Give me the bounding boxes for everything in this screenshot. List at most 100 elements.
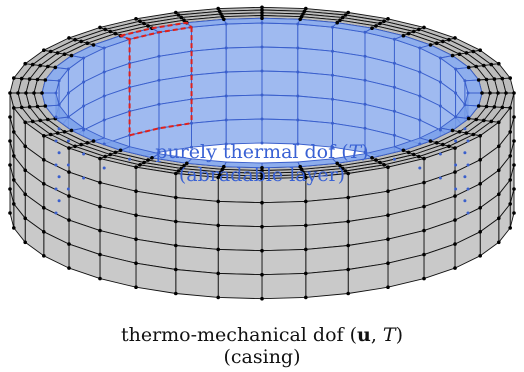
casing-node (484, 77, 489, 82)
casing-node (8, 91, 12, 95)
casing-node (335, 20, 340, 25)
abradable-node (363, 78, 367, 82)
abradable-node (296, 46, 300, 50)
abradable-inner-face (225, 94, 263, 121)
abradable-node (392, 157, 396, 161)
casing-node (113, 31, 118, 36)
casing-node (98, 252, 102, 257)
abradable-inner-face (297, 95, 333, 124)
abradable-node (54, 187, 58, 191)
casing-node (67, 36, 71, 40)
casing-node (428, 139, 433, 143)
casing-node (453, 242, 457, 246)
abradable-label-line1: purely thermal dof (T) (155, 141, 368, 163)
abradable-node (54, 91, 58, 95)
casing-node (138, 19, 142, 24)
abradable-top-face (41, 79, 60, 94)
casing-node (32, 91, 36, 95)
casing-node (497, 216, 501, 221)
casing-node (23, 120, 28, 125)
casing-node (12, 76, 16, 80)
abradable-node (66, 163, 70, 167)
casing-node (98, 156, 102, 161)
casing-node (8, 139, 12, 143)
casing-node (98, 180, 102, 185)
abradable-node (466, 139, 470, 143)
abradable-node (331, 73, 334, 77)
casing-outer-face (305, 245, 349, 274)
abradable-node (260, 21, 264, 25)
casing-node (79, 39, 83, 44)
casing-node (260, 248, 264, 253)
casing-node (103, 154, 107, 159)
casing-outer-face (175, 221, 219, 250)
abradable-inner-face (191, 95, 227, 124)
casing-node (453, 146, 457, 150)
abradable-node (57, 103, 61, 107)
casing-node (134, 285, 138, 290)
casing-node (346, 291, 351, 296)
casing-node (497, 144, 501, 149)
abradable-node (438, 128, 442, 132)
casing-node (73, 144, 77, 149)
abradable-node (260, 45, 264, 49)
casing-node (378, 160, 382, 165)
casing-node (422, 25, 426, 30)
abradable-node (66, 91, 70, 95)
casing-node (478, 48, 483, 52)
casing-node (492, 105, 497, 109)
abradable-label-line2: (abradable layer) (179, 164, 345, 186)
casing-node (134, 189, 138, 193)
casing-node (30, 119, 35, 124)
abradable-node (438, 80, 442, 84)
abradable-node (224, 22, 228, 26)
casing-node (338, 164, 342, 168)
casing-node (216, 247, 220, 252)
casing-node (346, 219, 351, 224)
abradable-node (102, 70, 106, 74)
casing-node (12, 106, 16, 110)
casing-node (508, 76, 512, 80)
casing-node (42, 134, 46, 138)
casing-outer-face (217, 200, 263, 228)
casing-node (23, 240, 28, 245)
casing-node (85, 141, 90, 145)
casing-node (260, 200, 264, 205)
abradable-node (331, 25, 334, 29)
casing-node (386, 213, 390, 217)
casing-node (8, 163, 12, 167)
casing-node (504, 91, 508, 95)
abradable-top-face (464, 79, 483, 94)
abradable-inner-face (261, 22, 299, 49)
casing-node (216, 271, 220, 276)
casing-node (417, 27, 421, 32)
abradable-node (57, 199, 61, 203)
highlight-bottom-edge (129, 122, 192, 137)
abradable-top-face (261, 17, 301, 25)
casing-node (217, 9, 222, 14)
casing-node (401, 148, 406, 153)
casing-node (48, 132, 53, 137)
abradable-node (157, 78, 161, 82)
casing-node (134, 165, 138, 169)
abradable-node (82, 128, 86, 132)
abradable-node (463, 103, 467, 107)
abradable-node (57, 127, 61, 131)
abradable-inner-face (297, 71, 333, 100)
casing-node (108, 29, 113, 34)
casing-node (73, 37, 77, 42)
casing-node (67, 146, 71, 150)
casing-node (134, 213, 138, 217)
abradable-node (466, 211, 470, 215)
casing-node (471, 49, 476, 54)
casing-node (174, 171, 178, 176)
casing-outer-face (305, 269, 349, 298)
casing-node (23, 216, 28, 221)
casing-node (174, 10, 178, 15)
casing-node (8, 211, 12, 215)
casing-node (489, 119, 494, 124)
casing-node (19, 105, 24, 110)
casing-node (222, 17, 226, 22)
abradable-node (331, 97, 334, 101)
